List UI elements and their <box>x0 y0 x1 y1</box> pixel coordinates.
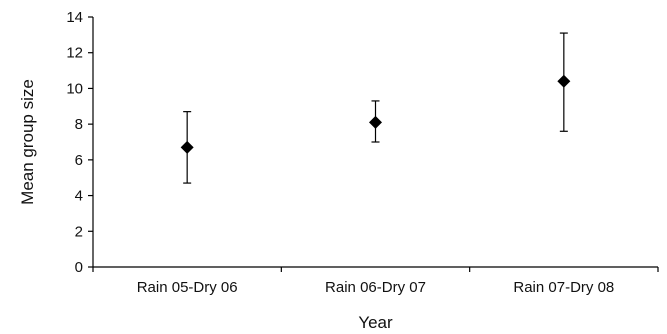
y-tick-label: 8 <box>75 116 83 133</box>
x-axis-ticks: Rain 05-Dry 06 Rain 06-Dry 07 Rain 07-Dry … <box>92 267 659 296</box>
data-point-diamond <box>369 115 382 129</box>
y-axis-title: Mean group size <box>18 79 37 205</box>
x-axis-title: Year <box>358 313 393 332</box>
y-tick-label: 2 <box>75 223 83 240</box>
data-point-group <box>369 100 382 143</box>
data-point-group <box>180 111 194 184</box>
x-tick-label: Rain 06-Dry 07 <box>325 279 426 296</box>
y-tick-label: 14 <box>66 9 83 26</box>
data-point-diamond <box>557 74 571 88</box>
y-tick-label: 6 <box>75 152 83 169</box>
y-tick-label: 12 <box>66 45 83 62</box>
y-tick-label: 0 <box>75 259 83 276</box>
data-point-diamond <box>180 140 194 154</box>
y-axis-ticks: 0 2 4 6 8 10 12 14 <box>66 9 93 276</box>
data-marks <box>180 32 571 184</box>
x-tick-label: Rain 07-Dry 08 <box>513 279 614 296</box>
x-tick-label: Rain 05-Dry 06 <box>137 279 238 296</box>
y-tick-label: 4 <box>75 188 83 205</box>
data-point-group <box>557 32 571 132</box>
y-tick-label: 10 <box>66 80 83 97</box>
